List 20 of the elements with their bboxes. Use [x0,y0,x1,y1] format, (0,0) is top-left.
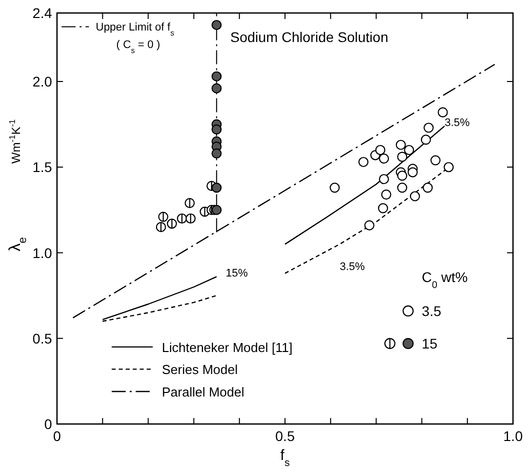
annotation: 15% [226,268,248,280]
annotation: 3.5% [340,260,366,273]
text: Upper Limit of f$_{s}$ ( C$_{s}$ = 0 ) [96,22,174,54]
x-tick-label: 0.5 [275,428,295,444]
x-axis-title: f$_{s}$ [280,447,290,469]
legend-label: Parallel Model [162,384,244,400]
legend-label: Series Model [162,362,238,378]
y-tick-label: 1.0 [32,244,52,261]
y-tick-label: 0 [44,416,52,432]
legend-label: Lichteneker Model [11] [162,340,292,355]
legend-label: 15 [422,336,438,352]
y-tick-label: 1.5 [32,159,52,176]
y-tick-label: 2.0 [32,74,52,90]
annotation: 3.5% [444,117,470,130]
x-tick-label: 1.0 [503,428,523,444]
y-tick-label: 2.4 [32,5,52,21]
legend-label: 3.5 [422,302,442,319]
legend-title: C$_{0}$ wt% [422,268,468,290]
y-tick-label: 0.5 [32,330,52,346]
annotation: Sodium Chloride Solution [230,29,388,46]
